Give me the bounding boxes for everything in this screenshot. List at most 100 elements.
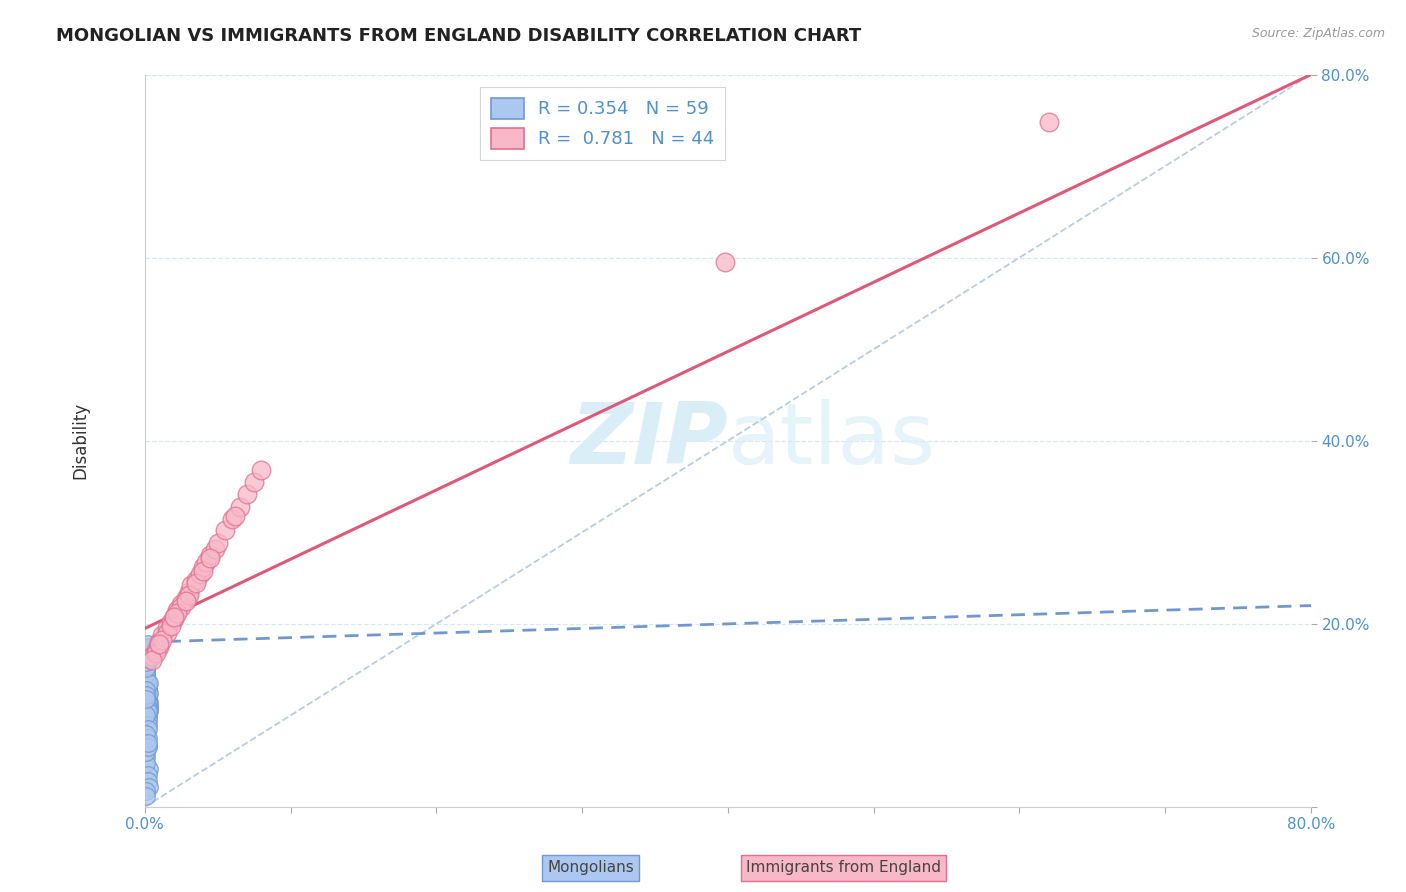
Point [224, 508, 246, 523]
Point [188, 566, 211, 581]
Point [191, 564, 214, 578]
Point [135, 749, 157, 764]
Point [148, 637, 170, 651]
Point [135, 667, 157, 681]
Y-axis label: Disability: Disability [72, 402, 89, 479]
Point [136, 774, 159, 789]
Point [138, 676, 160, 690]
Point [136, 688, 159, 702]
Point [141, 653, 163, 667]
Point [135, 648, 157, 663]
Point [136, 722, 159, 736]
Point [136, 637, 159, 651]
Point [136, 731, 159, 746]
Point [135, 708, 157, 723]
Point [135, 667, 157, 681]
Point [200, 550, 222, 565]
Point [136, 679, 159, 693]
Point [138, 704, 160, 718]
Point [243, 475, 266, 489]
Point [160, 615, 183, 629]
Point [135, 756, 157, 770]
Point [138, 780, 160, 794]
Point [136, 698, 159, 712]
Point [166, 603, 188, 617]
Point [148, 635, 170, 649]
Text: Immigrants from England: Immigrants from England [747, 861, 941, 875]
Point [136, 736, 159, 750]
Point [191, 560, 214, 574]
Point [138, 762, 160, 776]
Point [135, 653, 157, 667]
Text: atlas: atlas [728, 400, 936, 483]
Point [138, 640, 160, 654]
Point [207, 536, 229, 550]
Point [221, 511, 243, 525]
Point [136, 692, 159, 706]
Point [138, 695, 160, 709]
Point [135, 706, 157, 721]
Point [148, 640, 170, 654]
Point [135, 745, 157, 759]
Point [135, 656, 157, 670]
Point [135, 642, 157, 657]
Point [156, 622, 179, 636]
Point [136, 717, 159, 731]
Point [135, 727, 157, 741]
Point [136, 695, 159, 709]
Point [136, 701, 159, 715]
Point [136, 710, 159, 724]
Point [135, 681, 157, 695]
Point [174, 591, 197, 606]
Point [200, 548, 222, 562]
Point [138, 699, 160, 714]
Point [214, 524, 236, 538]
Point [135, 672, 157, 686]
Point [135, 658, 157, 673]
Legend: R = 0.354   N = 59, R =  0.781   N = 44: R = 0.354 N = 59, R = 0.781 N = 44 [481, 87, 725, 160]
Point [714, 255, 737, 269]
Point [136, 738, 159, 752]
Point [177, 588, 200, 602]
Point [136, 690, 159, 705]
Point [135, 661, 157, 675]
Point [135, 783, 157, 797]
Text: Mongolians: Mongolians [547, 861, 634, 875]
Point [135, 682, 157, 697]
Point [145, 646, 167, 660]
Text: Source: ZipAtlas.com: Source: ZipAtlas.com [1251, 27, 1385, 40]
Point [136, 656, 159, 670]
Point [145, 642, 167, 657]
Point [136, 704, 159, 718]
Point [160, 618, 183, 632]
Point [135, 665, 157, 679]
Point [136, 685, 159, 699]
Point [136, 768, 159, 782]
Point [180, 578, 202, 592]
Point [135, 670, 157, 684]
Point [150, 628, 173, 642]
Point [170, 600, 193, 615]
Point [177, 584, 200, 599]
Point [236, 487, 259, 501]
Point [138, 651, 160, 665]
Point [174, 594, 197, 608]
Point [136, 740, 159, 755]
Point [136, 676, 159, 690]
Point [228, 500, 250, 514]
Text: MONGOLIAN VS IMMIGRANTS FROM ENGLAND DISABILITY CORRELATION CHART: MONGOLIAN VS IMMIGRANTS FROM ENGLAND DIS… [56, 27, 862, 45]
Point [156, 626, 179, 640]
Point [138, 685, 160, 699]
Point [135, 688, 157, 702]
Point [135, 789, 157, 803]
Point [184, 573, 207, 587]
Point [1038, 115, 1060, 129]
Point [141, 648, 163, 663]
Point [163, 609, 186, 624]
Point [136, 713, 159, 727]
Point [135, 692, 157, 706]
Point [204, 541, 226, 556]
Point [135, 663, 157, 677]
Point [195, 555, 218, 569]
Text: ZIP: ZIP [571, 400, 728, 483]
